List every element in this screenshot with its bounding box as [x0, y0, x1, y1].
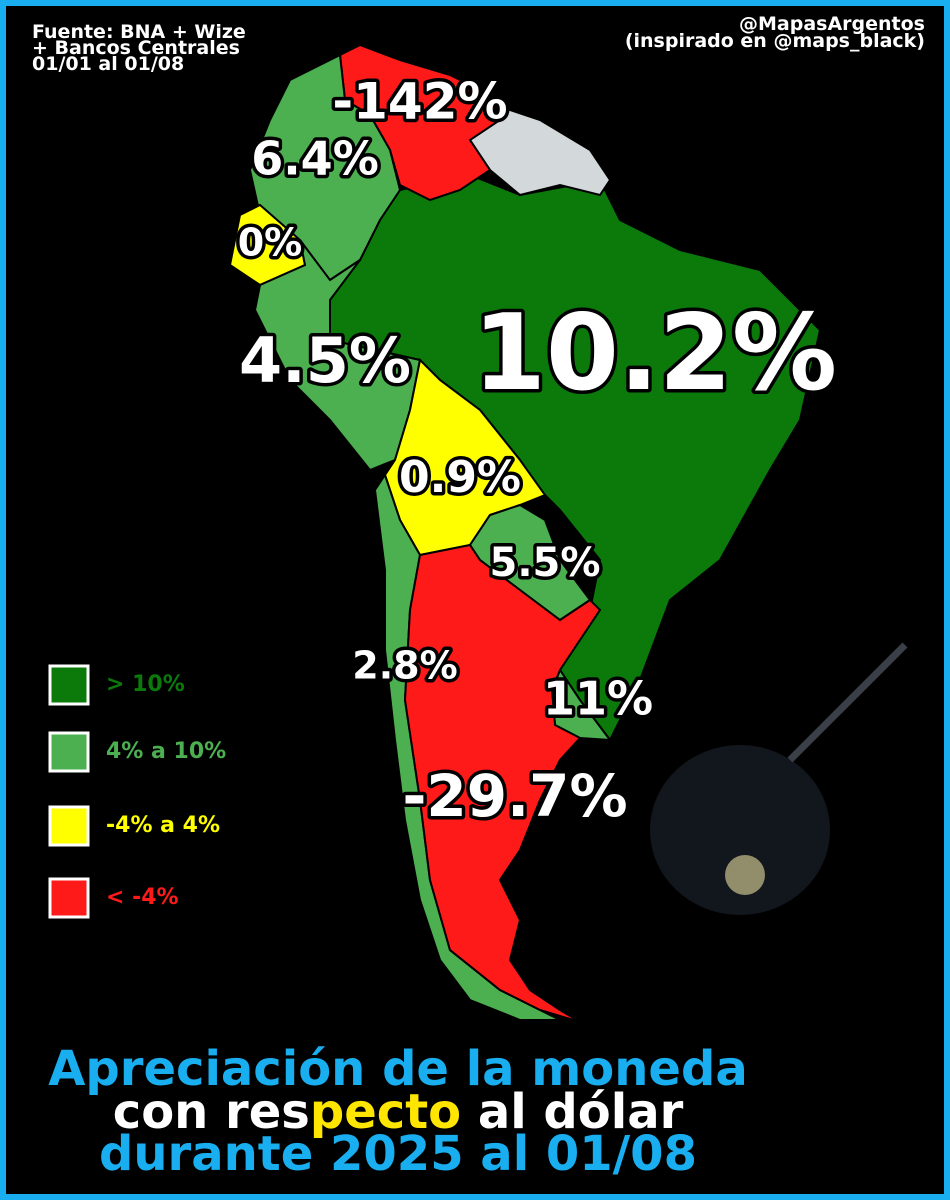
- title-segment: con res: [113, 1084, 310, 1140]
- value-labels: -142%6.4% 0% 4.5% 10.2% 0.9% 5.5% 2.8% 11% -29.7…: [234, 69, 840, 834]
- title-segment: Apreciación de la moneda: [48, 1041, 747, 1097]
- title-line: con respecto al dólar: [113, 1084, 684, 1140]
- value-label: -29.7%: [402, 762, 627, 830]
- legend: > 10% 4% a 10% -4% a 4% < -4%: [48, 664, 226, 919]
- credit-line: @MapasArgentos: [739, 13, 925, 35]
- value-label: 0%: [238, 221, 303, 265]
- title-segment: pecto: [310, 1084, 461, 1140]
- title-segment: al dólar: [461, 1084, 683, 1140]
- value-label: 4.5%: [239, 324, 411, 397]
- argentina: [403, 543, 602, 1023]
- title-segment: durante 2025 al 01/08: [99, 1126, 697, 1182]
- title-line: Apreciación de la moneda: [48, 1041, 747, 1097]
- value-label: 10.2%: [473, 292, 837, 414]
- legend-swatch: [48, 664, 90, 706]
- legend-swatch: [48, 805, 90, 847]
- legend-swatch: [48, 877, 90, 919]
- map: [228, 43, 822, 1023]
- legend-label: > 10%: [106, 672, 185, 697]
- source-line: Fuente: BNA + Wize: [32, 21, 246, 43]
- legend-label: -4% a 4%: [106, 813, 220, 838]
- value-label: 0.9%: [399, 452, 521, 503]
- header: Fuente: BNA + Wize+ Bancos Centrales01/0…: [32, 13, 925, 75]
- value-label: 2.8%: [352, 644, 457, 688]
- credit-line: (inspirado en @maps_black): [625, 30, 925, 52]
- value-label: -142%: [332, 73, 507, 131]
- legend-label: 4% a 10%: [106, 739, 226, 764]
- value-label: 11%: [543, 672, 653, 726]
- title-line: durante 2025 al 01/08: [99, 1126, 697, 1182]
- source-line: + Bancos Centrales: [32, 37, 240, 59]
- legend-swatch: [48, 731, 90, 773]
- mate: [650, 642, 908, 915]
- value-label: 5.5%: [490, 540, 601, 586]
- colombia: [248, 53, 402, 282]
- source-line: 01/01 al 01/08: [32, 53, 184, 75]
- value-label: 6.4%: [251, 132, 379, 186]
- legend-label: < -4%: [106, 885, 179, 910]
